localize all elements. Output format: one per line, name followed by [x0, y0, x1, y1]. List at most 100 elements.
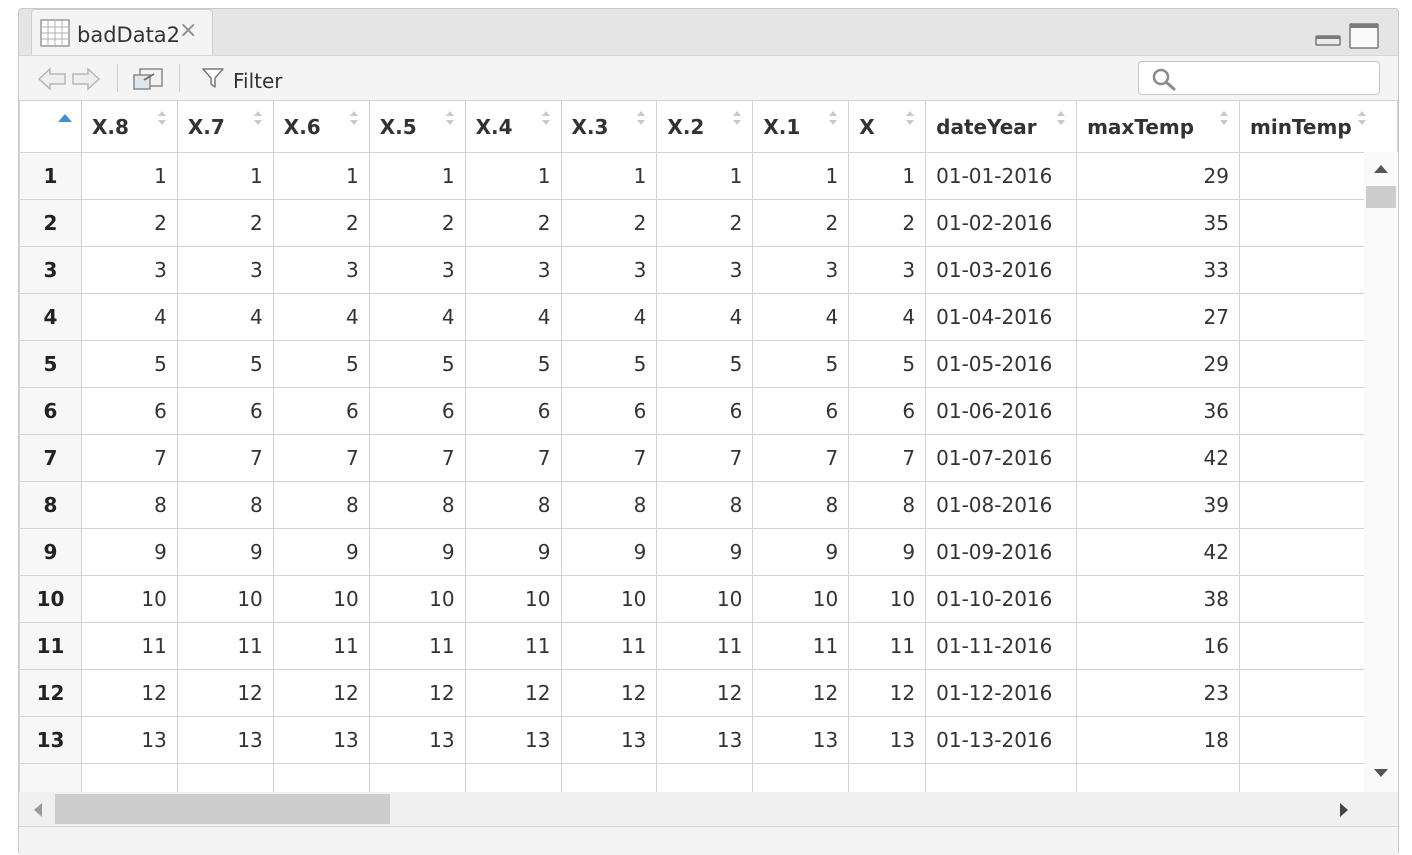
table-cell[interactable]: 6	[368, 387, 466, 435]
table-cell[interactable]: 13	[176, 716, 274, 764]
table-cell[interactable]: 2	[368, 199, 466, 247]
table-cell[interactable]: 3	[176, 246, 274, 294]
table-cell[interactable]: 5	[272, 340, 370, 388]
search-input[interactable]	[1183, 66, 1377, 92]
table-cell[interactable]: 11	[368, 622, 466, 670]
table-cell[interactable]: 9	[176, 528, 274, 576]
table-cell-date[interactable]: 01-03-2016	[925, 246, 1078, 294]
table-cell[interactable]: 1	[656, 152, 754, 200]
table-cell[interactable]: 4	[80, 293, 178, 341]
table-cell[interactable]: 2	[464, 199, 562, 247]
table-row[interactable]: 5 5 5 5 5 5 5 5 5 5 01-05-2016 29	[19, 340, 1398, 388]
table-cell[interactable]: 9	[560, 528, 658, 576]
table-cell[interactable]: 9	[272, 528, 370, 576]
table-cell[interactable]: 12	[560, 669, 658, 717]
table-cell[interactable]: 9	[464, 528, 562, 576]
table-row[interactable]: 13 13 13 13 13 13 13 13 13 13 01-13-2016 18	[19, 716, 1398, 764]
table-cell[interactable]	[464, 763, 562, 792]
table-cell[interactable]: 8	[752, 481, 850, 529]
table-cell[interactable]: 3	[368, 246, 466, 294]
table-cell[interactable]: 10	[752, 575, 850, 623]
table-cell[interactable]: 6	[560, 387, 658, 435]
back-arrow-icon[interactable]	[37, 66, 67, 92]
table-cell[interactable]: 6	[176, 387, 274, 435]
table-cell[interactable]: 5	[656, 340, 754, 388]
table-cell[interactable]: 12	[464, 669, 562, 717]
table-cell[interactable]: 10	[368, 575, 466, 623]
table-cell[interactable]: 6	[848, 387, 927, 435]
table-cell[interactable]: 8	[848, 481, 927, 529]
table-cell[interactable]: 3	[80, 246, 178, 294]
table-cell[interactable]: 1	[848, 152, 927, 200]
table-cell[interactable]: 3	[560, 246, 658, 294]
table-cell[interactable]: 10	[272, 575, 370, 623]
table-cell[interactable]: 8	[368, 481, 466, 529]
close-icon[interactable]: ×	[179, 18, 198, 43]
table-cell[interactable]: 11	[560, 622, 658, 670]
table-cell[interactable]	[272, 763, 370, 792]
table-cell[interactable]: 10	[176, 575, 274, 623]
column-header[interactable]: X.2	[656, 100, 754, 153]
table-cell-maxtemp[interactable]: 18	[1076, 716, 1240, 764]
table-cell-maxtemp[interactable]: 16	[1076, 622, 1240, 670]
table-cell[interactable]: 6	[656, 387, 754, 435]
table-cell[interactable]: 5	[752, 340, 850, 388]
table-cell-maxtemp[interactable]: 23	[1076, 669, 1240, 717]
table-cell[interactable]: 13	[752, 716, 850, 764]
filter-icon[interactable]	[201, 67, 225, 89]
row-number[interactable]: 8	[19, 481, 82, 529]
table-cell[interactable]: 1	[560, 152, 658, 200]
table-cell[interactable]: 12	[176, 669, 274, 717]
row-number[interactable]: 3	[19, 246, 82, 294]
table-cell[interactable]	[368, 763, 466, 792]
table-cell-maxtemp[interactable]: 29	[1076, 152, 1240, 200]
table-cell-maxtemp[interactable]: 36	[1076, 387, 1240, 435]
table-cell[interactable]: 11	[848, 622, 927, 670]
table-cell-maxtemp[interactable]	[1076, 763, 1240, 792]
column-header[interactable]: maxTemp	[1076, 100, 1240, 153]
table-cell-date[interactable]	[925, 763, 1078, 792]
table-cell[interactable]: 10	[560, 575, 658, 623]
table-cell[interactable]	[176, 763, 274, 792]
row-number[interactable]: 7	[19, 434, 82, 482]
row-number[interactable]	[19, 763, 82, 792]
table-cell[interactable]: 4	[656, 293, 754, 341]
table-cell[interactable]: 12	[272, 669, 370, 717]
table-cell[interactable]: 11	[272, 622, 370, 670]
table-row[interactable]: 1 1 1 1 1 1 1 1 1 1 01-01-2016 29	[19, 152, 1398, 200]
table-cell[interactable]: 5	[464, 340, 562, 388]
table-cell[interactable]: 6	[272, 387, 370, 435]
table-cell[interactable]	[560, 763, 658, 792]
table-cell[interactable]: 6	[464, 387, 562, 435]
table-cell[interactable]: 1	[752, 152, 850, 200]
row-number[interactable]: 11	[19, 622, 82, 670]
table-cell[interactable]: 5	[560, 340, 658, 388]
vertical-scrollbar[interactable]	[1364, 152, 1398, 792]
row-number[interactable]: 9	[19, 528, 82, 576]
table-cell[interactable]: 11	[464, 622, 562, 670]
table-cell[interactable]: 7	[272, 434, 370, 482]
table-cell[interactable]: 3	[464, 246, 562, 294]
table-row[interactable]: 9 9 9 9 9 9 9 9 9 9 01-09-2016 42	[19, 528, 1398, 576]
table-cell[interactable]: 5	[848, 340, 927, 388]
table-cell-date[interactable]: 01-06-2016	[925, 387, 1078, 435]
table-cell[interactable]: 7	[368, 434, 466, 482]
table-cell[interactable]: 8	[560, 481, 658, 529]
table-cell[interactable]: 4	[848, 293, 927, 341]
tab-baddata2[interactable]: badData2 ×	[31, 9, 213, 56]
table-cell-maxtemp[interactable]: 42	[1076, 528, 1240, 576]
table-cell[interactable]: 9	[752, 528, 850, 576]
table-cell[interactable]: 13	[272, 716, 370, 764]
table-cell[interactable]: 1	[80, 152, 178, 200]
table-cell[interactable]: 1	[368, 152, 466, 200]
table-cell[interactable]: 3	[752, 246, 850, 294]
table-cell[interactable]: 7	[752, 434, 850, 482]
table-cell-maxtemp[interactable]: 35	[1076, 199, 1240, 247]
row-number[interactable]: 13	[19, 716, 82, 764]
table-cell-date[interactable]: 01-07-2016	[925, 434, 1078, 482]
table-cell[interactable]	[656, 763, 754, 792]
table-cell-maxtemp[interactable]: 39	[1076, 481, 1240, 529]
vertical-scroll-thumb[interactable]	[1366, 186, 1396, 208]
table-cell-maxtemp[interactable]: 33	[1076, 246, 1240, 294]
horizontal-scroll-thumb[interactable]	[55, 794, 390, 824]
